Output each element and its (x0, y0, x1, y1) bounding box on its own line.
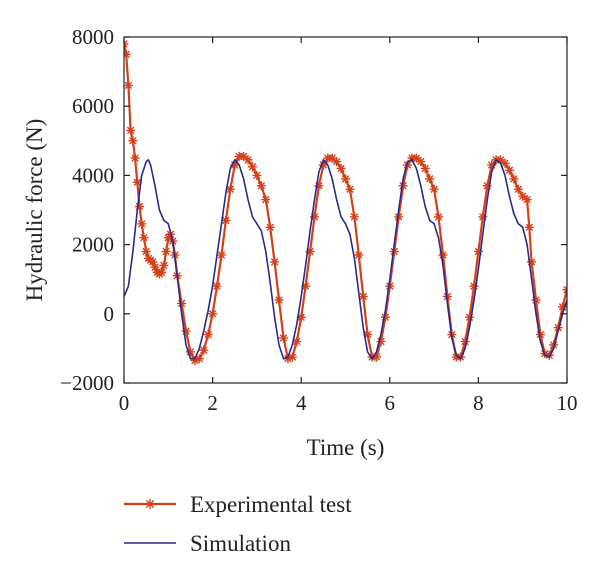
data-point-1-36 (221, 215, 231, 225)
data-point-1-35 (216, 250, 226, 260)
data-point-1-91 (465, 312, 475, 322)
data-point-1-30 (194, 354, 204, 364)
data-point-1-33 (208, 309, 218, 319)
data-point-1-67 (358, 292, 368, 301)
data-point-1-4 (126, 125, 136, 135)
legend-item-1: Experimental test (124, 492, 352, 517)
data-point-1-107 (531, 295, 541, 305)
data-point-1-10 (139, 233, 149, 243)
data-point-1-5 (128, 136, 138, 146)
data-point-1-114 (562, 285, 567, 295)
x-tick-label: 8 (473, 391, 484, 415)
y-tick-label: 4000 (72, 163, 114, 187)
legend-marker (145, 499, 155, 509)
y-tick-label: 6000 (72, 94, 114, 118)
data-point-1-47 (270, 257, 280, 267)
data-point-1-31 (199, 345, 209, 355)
data-point-1-99 (500, 158, 510, 168)
series-line-1 (124, 43, 567, 362)
series-line-2 (124, 159, 567, 360)
data-point-1-61 (332, 157, 342, 167)
data-point-1-100 (504, 165, 514, 175)
x-tick-label: 10 (557, 391, 578, 415)
data-point-1-101 (509, 174, 519, 184)
data-point-1-41 (243, 155, 253, 165)
x-tick-label: 0 (119, 391, 130, 415)
data-point-1-6 (130, 153, 140, 163)
x-axis-label: Time (s) (307, 435, 385, 460)
data-point-1-82 (425, 174, 435, 184)
data-point-1-63 (341, 174, 350, 184)
data-point-1-83 (429, 184, 439, 194)
x-tick-label: 6 (385, 391, 396, 415)
data-point-1-8 (135, 202, 145, 212)
data-point-1-65 (349, 212, 359, 222)
data-point-1-75 (394, 212, 404, 222)
legend-item-2: Simulation (124, 531, 291, 556)
data-point-1-32 (203, 330, 213, 340)
data-point-1-43 (252, 170, 262, 180)
data-point-1-105 (524, 222, 534, 232)
x-tick-label: 4 (296, 391, 307, 415)
series-markers-1 (124, 39, 567, 366)
y-tick-label: 8000 (72, 25, 114, 49)
data-point-1-62 (336, 163, 346, 173)
legend-label: Simulation (190, 531, 291, 556)
data-point-1-11 (141, 247, 151, 257)
y-tick-label: −2000 (60, 371, 114, 395)
data-point-1-104 (522, 195, 532, 205)
data-point-1-52 (292, 336, 302, 346)
data-point-1-1 (124, 39, 129, 49)
plot-area (124, 39, 567, 366)
plot-frame (123, 36, 568, 384)
data-point-1-34 (212, 281, 222, 291)
data-point-1-80 (416, 157, 426, 167)
legend: Experimental test Simulation (124, 492, 352, 556)
data-point-1-49 (278, 333, 288, 343)
y-tick-label: 2000 (72, 233, 114, 257)
data-point-1-84 (434, 212, 444, 222)
data-point-1-20 (161, 247, 171, 257)
data-point-1-9 (137, 219, 147, 229)
data-point-1-48 (274, 295, 284, 305)
y-axis-label: Hydraulic force (N) (22, 119, 47, 302)
data-point-1-19 (159, 260, 169, 270)
data-point-1-42 (247, 162, 257, 172)
data-point-1-64 (345, 184, 355, 194)
data-point-1-18 (157, 267, 167, 277)
data-point-1-73 (385, 281, 395, 291)
data-point-1-66 (354, 250, 364, 260)
data-point-1-2 (124, 49, 131, 59)
data-point-1-26 (177, 298, 187, 308)
data-point-1-45 (261, 195, 271, 205)
legend-label: Experimental test (190, 492, 352, 517)
data-point-1-90 (460, 336, 470, 346)
data-point-1-3 (124, 80, 133, 90)
x-tick-label: 2 (207, 391, 218, 415)
data-point-1-51 (287, 352, 297, 362)
data-point-1-46 (265, 222, 275, 232)
data-point-1-102 (513, 184, 523, 194)
data-point-1-85 (438, 250, 448, 260)
data-point-1-81 (420, 163, 430, 173)
data-point-1-44 (256, 181, 266, 191)
y-tick-label: 0 (104, 302, 115, 326)
